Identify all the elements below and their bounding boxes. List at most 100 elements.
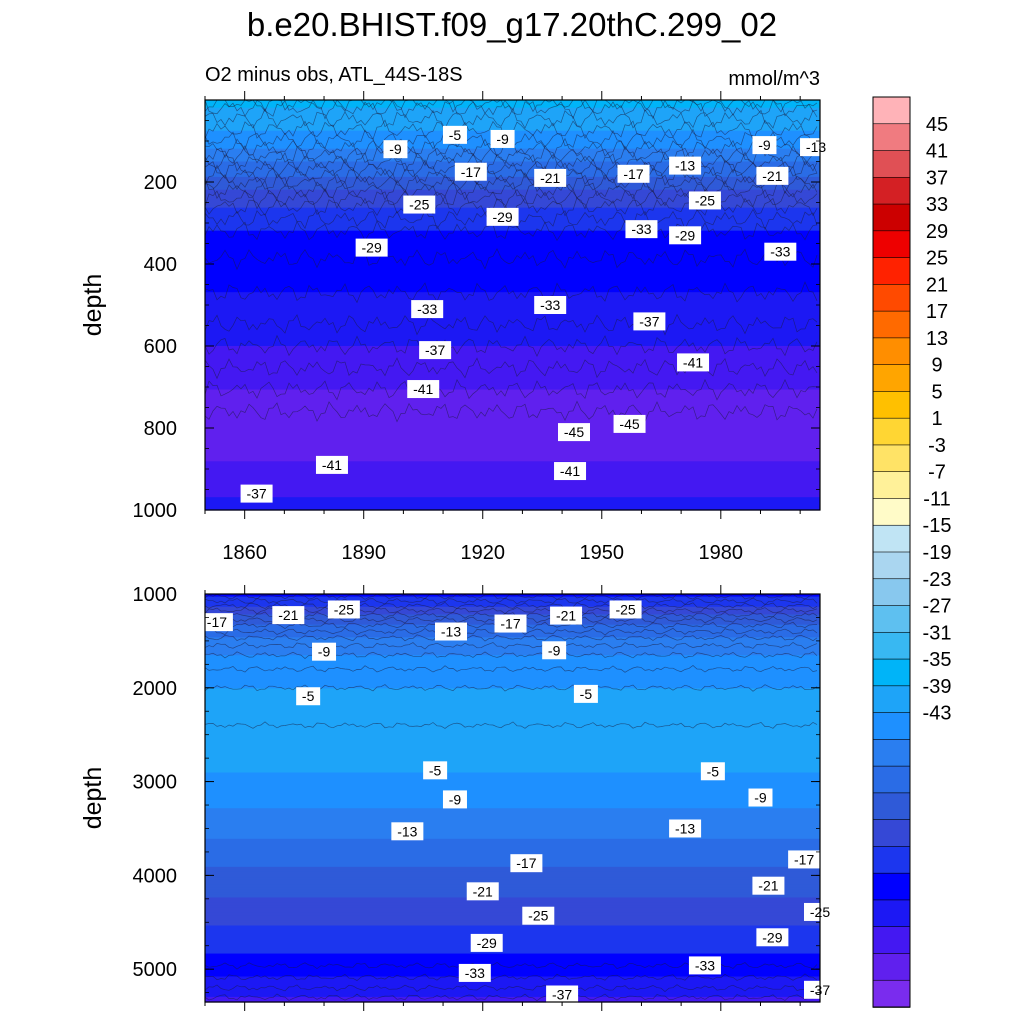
contour-label-text: -25 (528, 908, 548, 924)
field-band (205, 169, 820, 173)
field-band (205, 670, 820, 674)
field-band (205, 956, 820, 960)
field-band (205, 422, 820, 427)
field-band (205, 915, 820, 919)
field-band (205, 125, 820, 129)
field-band (205, 256, 820, 260)
contour-label-text: -13 (441, 624, 461, 640)
contour-line (204, 248, 818, 271)
field-band (205, 655, 820, 659)
field-band (205, 463, 820, 468)
contour-label-box (669, 156, 702, 175)
field-band (205, 261, 820, 265)
y-axis-title: depth (79, 767, 107, 830)
x-tick-label: 1890 (341, 542, 386, 564)
contour-label: -13 (669, 819, 702, 838)
field-band (205, 769, 820, 774)
contour-label-box (800, 138, 833, 157)
field-band (205, 497, 820, 501)
y-tick-label: 2000 (133, 678, 178, 700)
field-band (205, 361, 820, 365)
contour-label-text: -21 (556, 608, 576, 624)
field-band (205, 828, 820, 832)
colorbar-swatch (872, 631, 911, 660)
field-band (205, 729, 820, 733)
contour-label-text: -17 (461, 164, 481, 180)
field-band (205, 805, 820, 809)
contour-label: -25 (327, 600, 360, 619)
field-band (205, 233, 820, 237)
y-tick-label: 5000 (133, 959, 178, 981)
contour-line (204, 984, 818, 992)
field-band (205, 504, 820, 509)
field-band (205, 849, 820, 853)
contour-label: -29 (355, 238, 388, 257)
contour-line (204, 144, 818, 167)
field-band (205, 397, 820, 401)
contour-label-text: -13 (675, 820, 695, 836)
field-band (205, 902, 820, 906)
field-band (205, 759, 820, 763)
x-tick-label: 1980 (699, 542, 744, 564)
field-band (205, 412, 820, 416)
field-band (205, 667, 820, 672)
contour-label: -33 (764, 242, 797, 261)
field-band (205, 703, 820, 707)
field-band (205, 189, 820, 193)
contour-label-box (466, 882, 499, 901)
contour-label: -45 (558, 423, 590, 442)
field-band (205, 897, 820, 901)
colorbar-label: -31 (923, 622, 952, 644)
contour-label: -5 (700, 762, 725, 781)
field-band (205, 775, 820, 779)
field-band (205, 747, 820, 751)
contour-line (204, 400, 818, 423)
field-band (205, 297, 820, 301)
field-band (205, 346, 820, 350)
contour-label-box (403, 195, 436, 214)
colorbar-label: 21 (926, 274, 948, 296)
field-band (205, 713, 820, 717)
y-tick-label: 400 (144, 254, 177, 276)
contour-label-text: -17 (794, 851, 814, 867)
field-band (205, 271, 820, 275)
field-band (205, 371, 820, 375)
field-band (205, 935, 820, 939)
field-band (205, 356, 820, 360)
colorbar-swatch (872, 685, 911, 714)
field-band (205, 726, 820, 730)
field-band (205, 999, 820, 1003)
colorbar-swatch (872, 846, 911, 874)
colorbar-swatch (872, 872, 911, 901)
contour-label-box (542, 641, 567, 660)
contour-label-box (419, 341, 452, 360)
field-band (205, 912, 820, 916)
contour-line (204, 378, 818, 401)
colorbar-swatch (872, 123, 911, 152)
contour-line (204, 634, 818, 642)
contour-line (204, 219, 818, 242)
contour-line (204, 151, 818, 174)
field-band (205, 199, 820, 204)
field-band (205, 279, 820, 283)
field-band (205, 698, 820, 702)
field-band (205, 657, 820, 661)
contour-label-box (494, 614, 527, 633)
contour-label: -33 (534, 296, 567, 314)
contour-label-text: -13 (806, 139, 826, 155)
field-band (205, 474, 820, 478)
colorbar: 45 41 37 33 29 25 21 17 13 9 5 1 -3 -7 -11 -15 -19 -23 -27… (872, 96, 952, 1008)
chart-title: b.e20.BHIST.f09_g17.20thC.299_02 (246, 6, 778, 43)
contour-label-box (407, 380, 440, 399)
field-band (205, 675, 820, 679)
colorbar-swatch (872, 310, 911, 339)
field-band (205, 933, 820, 937)
contour-label-text: -21 (540, 170, 560, 186)
field-band (205, 660, 820, 664)
field-band (205, 228, 820, 232)
contour-label-box (423, 761, 448, 780)
colorbar-swatch (872, 203, 911, 232)
field-band (205, 343, 820, 347)
colorbar-swatch (872, 257, 911, 286)
field-band (205, 971, 820, 975)
